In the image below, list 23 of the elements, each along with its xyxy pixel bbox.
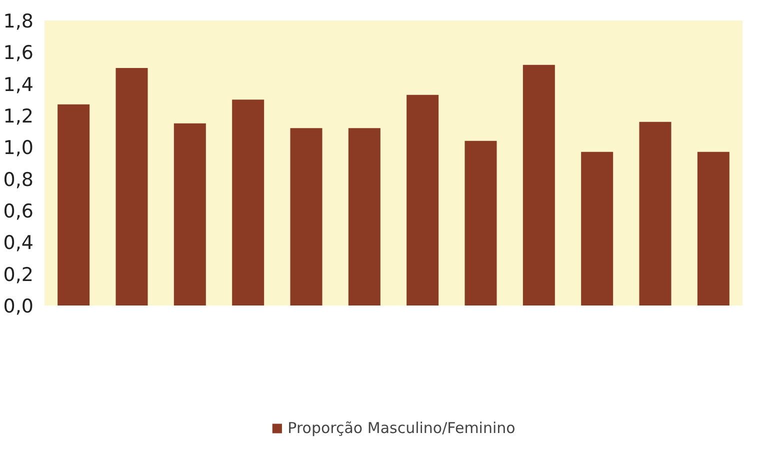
bar: [58, 104, 90, 306]
bar: [116, 68, 148, 306]
y-tick-label: 0,0: [3, 296, 34, 318]
bar: [174, 123, 206, 306]
y-tick-label: 0,6: [3, 200, 34, 222]
y-tick-label: 1,0: [3, 137, 34, 160]
bar: [697, 152, 730, 306]
bar: [232, 100, 264, 306]
y-tick-label: 1,4: [3, 74, 34, 96]
bar: [406, 94, 439, 306]
y-tick-label: 1,2: [3, 106, 34, 128]
bar: [581, 152, 614, 306]
y-tick-label: 0,8: [3, 168, 34, 191]
y-tick-label: 0,4: [3, 232, 34, 254]
bar: [464, 140, 497, 306]
bar: [522, 64, 555, 306]
bar: [290, 128, 322, 306]
bar: [348, 128, 380, 306]
y-tick-label: 0,2: [3, 264, 34, 286]
bar: [639, 122, 672, 306]
y-tick-label: 1,6: [3, 42, 34, 64]
legend-label: Proporção Masculino/Feminino: [288, 418, 516, 436]
y-tick-label: 1,8: [3, 10, 34, 32]
